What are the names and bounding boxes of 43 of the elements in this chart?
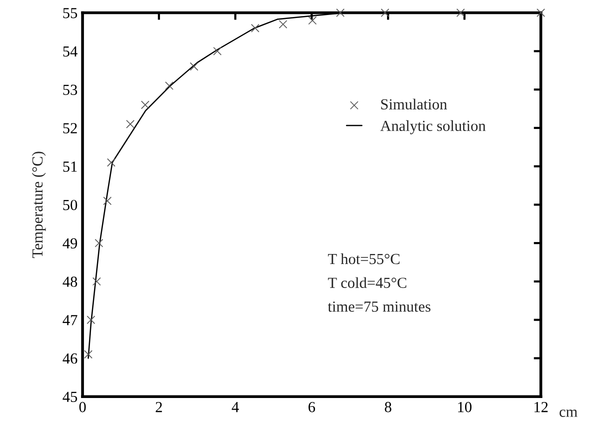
point [336,8,345,18]
x-axis-title: cm [560,410,578,417]
point [106,158,116,167]
point [190,62,198,71]
x-tick-label: 4 [232,402,239,412]
legend-label: Simulation [381,98,448,110]
y-tick-label: 45 [62,392,78,402]
point [86,316,96,324]
point [380,8,390,18]
y-tick-label: 51 [63,162,77,172]
y-tick-label: 46 [62,353,78,364]
point [536,8,546,18]
point [250,24,260,32]
point [308,16,317,25]
y-tick-label: 48 [62,276,78,287]
point [140,100,150,110]
x-tick-label: 2 [156,402,162,412]
point [92,277,101,286]
point [456,8,465,18]
y-tick-label: 54 [63,46,78,57]
y-tick-label: 50 [63,200,78,210]
y-tick-label: 53 [63,84,78,95]
annotation: T cold=45°C [328,277,406,288]
point [103,196,112,206]
legend-label: Analytic solution [380,120,486,134]
x-tick-label: 10 [458,402,472,412]
y-tick-label: 49 [62,238,78,249]
annotation: time=75 minutes [328,302,430,312]
y-axis-title: Temperature (°C) [32,152,46,258]
x-tick-label: 0 [79,402,86,412]
point [126,120,135,128]
annotation: T hot=55°C [328,253,400,264]
x-tick-label: 6 [308,402,316,412]
point [94,238,104,248]
point [165,81,174,90]
point [213,46,222,56]
x-tick-label: 8 [384,402,392,412]
x-tick-label: 12 [534,402,548,412]
point [84,350,93,359]
y-tick-label: 47 [62,315,78,326]
point [278,20,288,29]
y-tick-label: 55 [63,8,78,18]
y-tick-label: 52 [63,123,77,134]
